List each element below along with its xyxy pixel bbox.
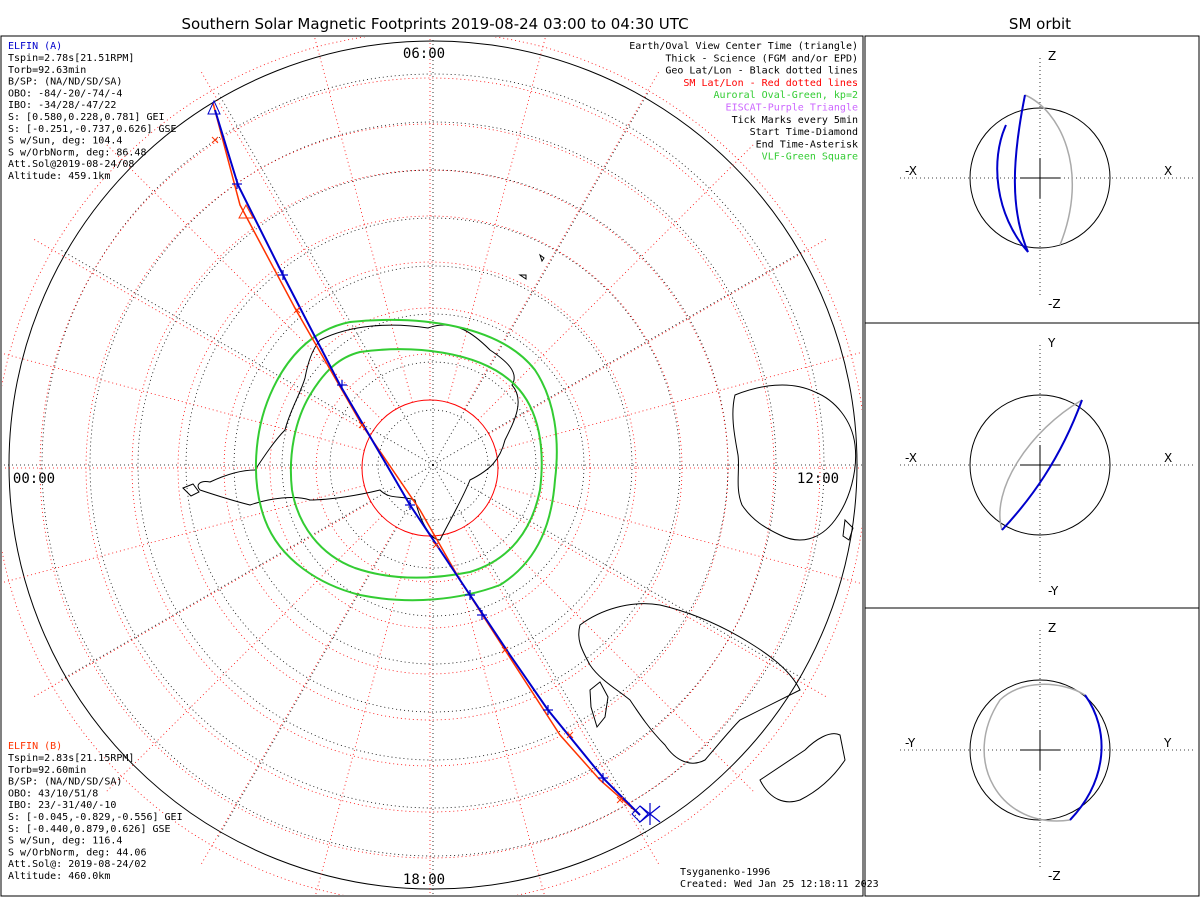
sat-a-name: ELFIN (A) [8,41,62,52]
legend-item: Geo Lat/Lon - Black dotted lines [665,66,858,77]
sat-b-info: ELFIN (B) Tspin=2.83s[21.15RPM]Torb=92.6… [8,741,183,882]
info-line: S: [-0.251,-0.737,0.626] GSE [8,124,177,135]
legend: Earth/Oval View Center Time (triangle)Th… [629,41,858,163]
axis-label-right: X [1164,451,1172,465]
axis-label-top: Z [1048,49,1056,63]
orbit-panel-1: Z -Z -X X [900,49,1196,311]
orbit-panel-3: Z -Z -Y Y [900,621,1196,883]
axis-label-right: Y [1163,736,1172,750]
axis-label-right: X [1164,164,1172,178]
sat-a-info: ELFIN (A) Tspin=2.78s[21.51RPM]Torb=92.6… [8,41,177,182]
info-line: Altitude: 459.1km [8,171,110,182]
time-label-right: 12:00 [797,471,839,487]
info-line: B/SP: (NA/ND/SD/SA) [8,77,122,88]
time-label-bottom: 18:00 [403,872,445,888]
info-line: IBO: -34/28/-47/22 [8,100,116,111]
legend-item: Start Time-Diamond [750,127,858,138]
legend-item: SM Lat/Lon - Red dotted lines [683,78,858,89]
axis-label-left: -Y [905,736,916,750]
legend-item: Earth/Oval View Center Time (triangle) [629,41,858,52]
info-line: Torb=92.60min [8,765,86,776]
end-asterisk [639,803,661,825]
info-line: S w/Sun, deg: 116.4 [8,836,122,847]
info-line: S w/OrbNorm, deg: 44.06 [8,847,146,858]
axis-label-left: -X [905,164,917,178]
orbit-frame [864,35,1200,897]
orbit-title: SM orbit [1009,15,1071,33]
info-line: S: [-0.045,-0.829,-0.556] GEI [8,812,183,823]
track-elfin-b [212,102,641,816]
polar-map: 06:00 00:00 12:00 18:00 [2,37,862,895]
main-title: Southern Solar Magnetic Footprints 2019-… [181,15,688,33]
footer-created: Created: Wed Jan 25 12:18:11 2023 [680,879,879,890]
track-elfin-a [214,109,641,816]
legend-item: Tick Marks every 5min [732,115,858,126]
sat-b-name: ELFIN (B) [8,741,62,752]
info-line: S w/Sun, deg: 104.4 [8,136,122,147]
info-line: IBO: 23/-31/40/-10 [8,800,116,811]
info-line: OBO: 43/10/51/8 [8,788,98,799]
axis-label-top: Z [1048,621,1056,635]
axis-label-bottom: -Y [1048,584,1059,598]
auroral-oval-outer [254,318,558,602]
axis-label-bottom: -Z [1048,869,1061,883]
info-line: S: [0.580,0.228,0.781] GEI [8,112,165,123]
info-line: Tspin=2.78s[21.51RPM] [8,53,134,64]
coastlines [182,253,857,803]
axis-label-bottom: -Z [1048,297,1061,311]
info-line: B/SP: (NA/ND/SD/SA) [8,777,122,788]
info-line: Tspin=2.83s[21.15RPM] [8,753,134,764]
legend-item: End Time-Asterisk [756,139,858,150]
info-line: Att.Sol@2019-08-24/08 [8,159,134,170]
legend-item: EISCAT-Purple Triangle [726,103,858,114]
info-line: Altitude: 460.0km [8,871,110,882]
info-line: S w/OrbNorm, deg: 86.48 [8,147,146,158]
time-label-top: 06:00 [403,46,445,62]
orbit-panels: Z -Z -X X Y -Y -X X Z -Z -Y Y [900,49,1196,883]
info-line: Att.Sol@: 2019-08-24/02 [8,859,146,870]
axis-label-top: Y [1047,336,1056,350]
info-line: OBO: -84/-20/-74/-4 [8,88,122,99]
orbit-panel-2: Y -Y -X X [900,336,1196,598]
info-line: S: [-0.440,0.879,0.626] GSE [8,824,171,835]
legend-item: Auroral Oval-Green, kp=2 [714,90,859,101]
auroral-oval-inner [289,348,543,579]
footer-model: Tsyganenko-1996 [680,867,770,878]
map-frame [0,35,864,897]
legend-item: Thick - Science (FGM and/or EPD) [665,53,858,64]
legend-item: VLF-Green Square [762,152,858,163]
view-center-triangle-b [238,203,254,219]
info-line: Torb=92.63min [8,65,86,76]
start-triangle-a [207,99,221,115]
axis-label-left: -X [905,451,917,465]
time-label-left: 00:00 [13,471,55,487]
